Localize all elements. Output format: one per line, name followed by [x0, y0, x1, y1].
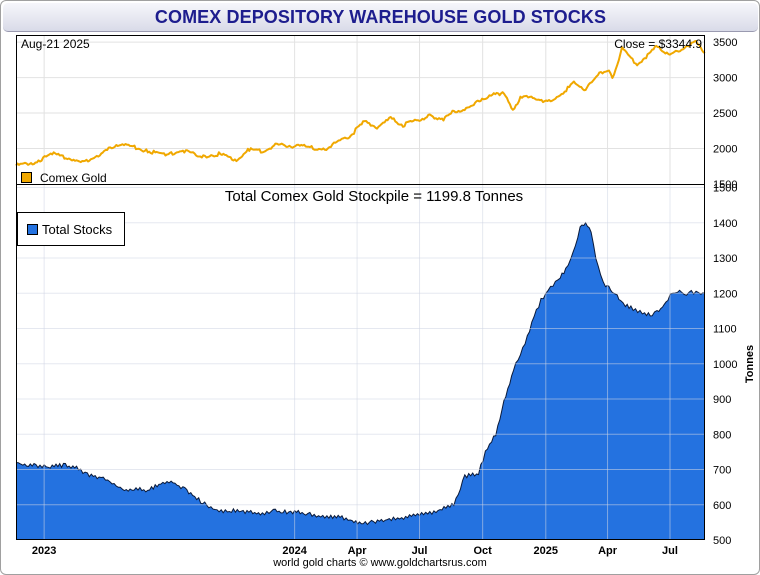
- stocks-tick-label: 1500: [713, 183, 737, 195]
- gold-price-panel: 1500 2000 2500 3000 3500 Aug-21 2025 Close = $…: [15, 35, 737, 191]
- price-tick-label: 1500: [713, 179, 737, 191]
- stocks-legend-box: [17, 212, 125, 246]
- x-tick-label: Jul: [412, 545, 428, 557]
- gold-legend-label: Comex Gold: [40, 171, 107, 185]
- date-label: Aug-21 2025: [21, 37, 90, 51]
- x-tick-label: 2024: [282, 545, 307, 557]
- price-tick-label: 3500: [713, 37, 737, 49]
- footer-credit: world gold charts © www.goldchartsrus.co…: [273, 557, 487, 569]
- x-tick-label: 2023: [32, 545, 56, 557]
- title-bar: COMEX DEPOSITORY WAREHOUSE GOLD STOCKS: [3, 3, 758, 32]
- x-tick-label: Apr: [348, 545, 368, 557]
- stockpile-title: Total Comex Gold Stockpile = 1199.8 Tonn…: [225, 188, 523, 205]
- price-tick-label: 2500: [713, 108, 737, 120]
- chart-title: COMEX DEPOSITORY WAREHOUSE GOLD STOCKS: [154, 7, 607, 27]
- x-tick-label: Oct: [473, 545, 492, 557]
- stocks-panel: 500 600 700 800 900 1000 1100 1200 1300 1400 1500 2…: [15, 183, 756, 557]
- stocks-tick-label: 1300: [713, 253, 737, 265]
- x-tick-label: Jul: [662, 545, 678, 557]
- close-label: Close = $3344.9: [614, 37, 702, 51]
- price-tick-label: 2000: [713, 144, 737, 156]
- gold-price-line: [15, 40, 706, 167]
- stocks-tick-label: 500: [713, 535, 731, 547]
- chart-overlays: [16, 35, 705, 540]
- stocks-tick-label: 600: [713, 500, 731, 512]
- stocks-legend-label: Total Stocks: [42, 222, 113, 237]
- stocks-tick-label: 1100: [713, 324, 737, 336]
- x-tick-label: 2025: [534, 545, 558, 557]
- stocks-tick-label: 1000: [713, 359, 737, 371]
- stocks-tick-label: 700: [713, 465, 731, 477]
- stocks-tick-label: 1400: [713, 218, 737, 230]
- y-axis-label: Tonnes: [744, 345, 756, 383]
- price-tick-label: 3000: [713, 73, 737, 85]
- stocks-tick-label: 800: [713, 429, 731, 441]
- stocks-area: [16, 222, 705, 540]
- plot-border: [16, 35, 705, 540]
- stocks-tick-label: 900: [713, 394, 731, 406]
- gold-legend-swatch: [21, 172, 32, 183]
- stocks-legend-swatch: [27, 224, 38, 235]
- stocks-tick-label: 1200: [713, 288, 737, 300]
- x-tick-label: Apr: [598, 545, 618, 557]
